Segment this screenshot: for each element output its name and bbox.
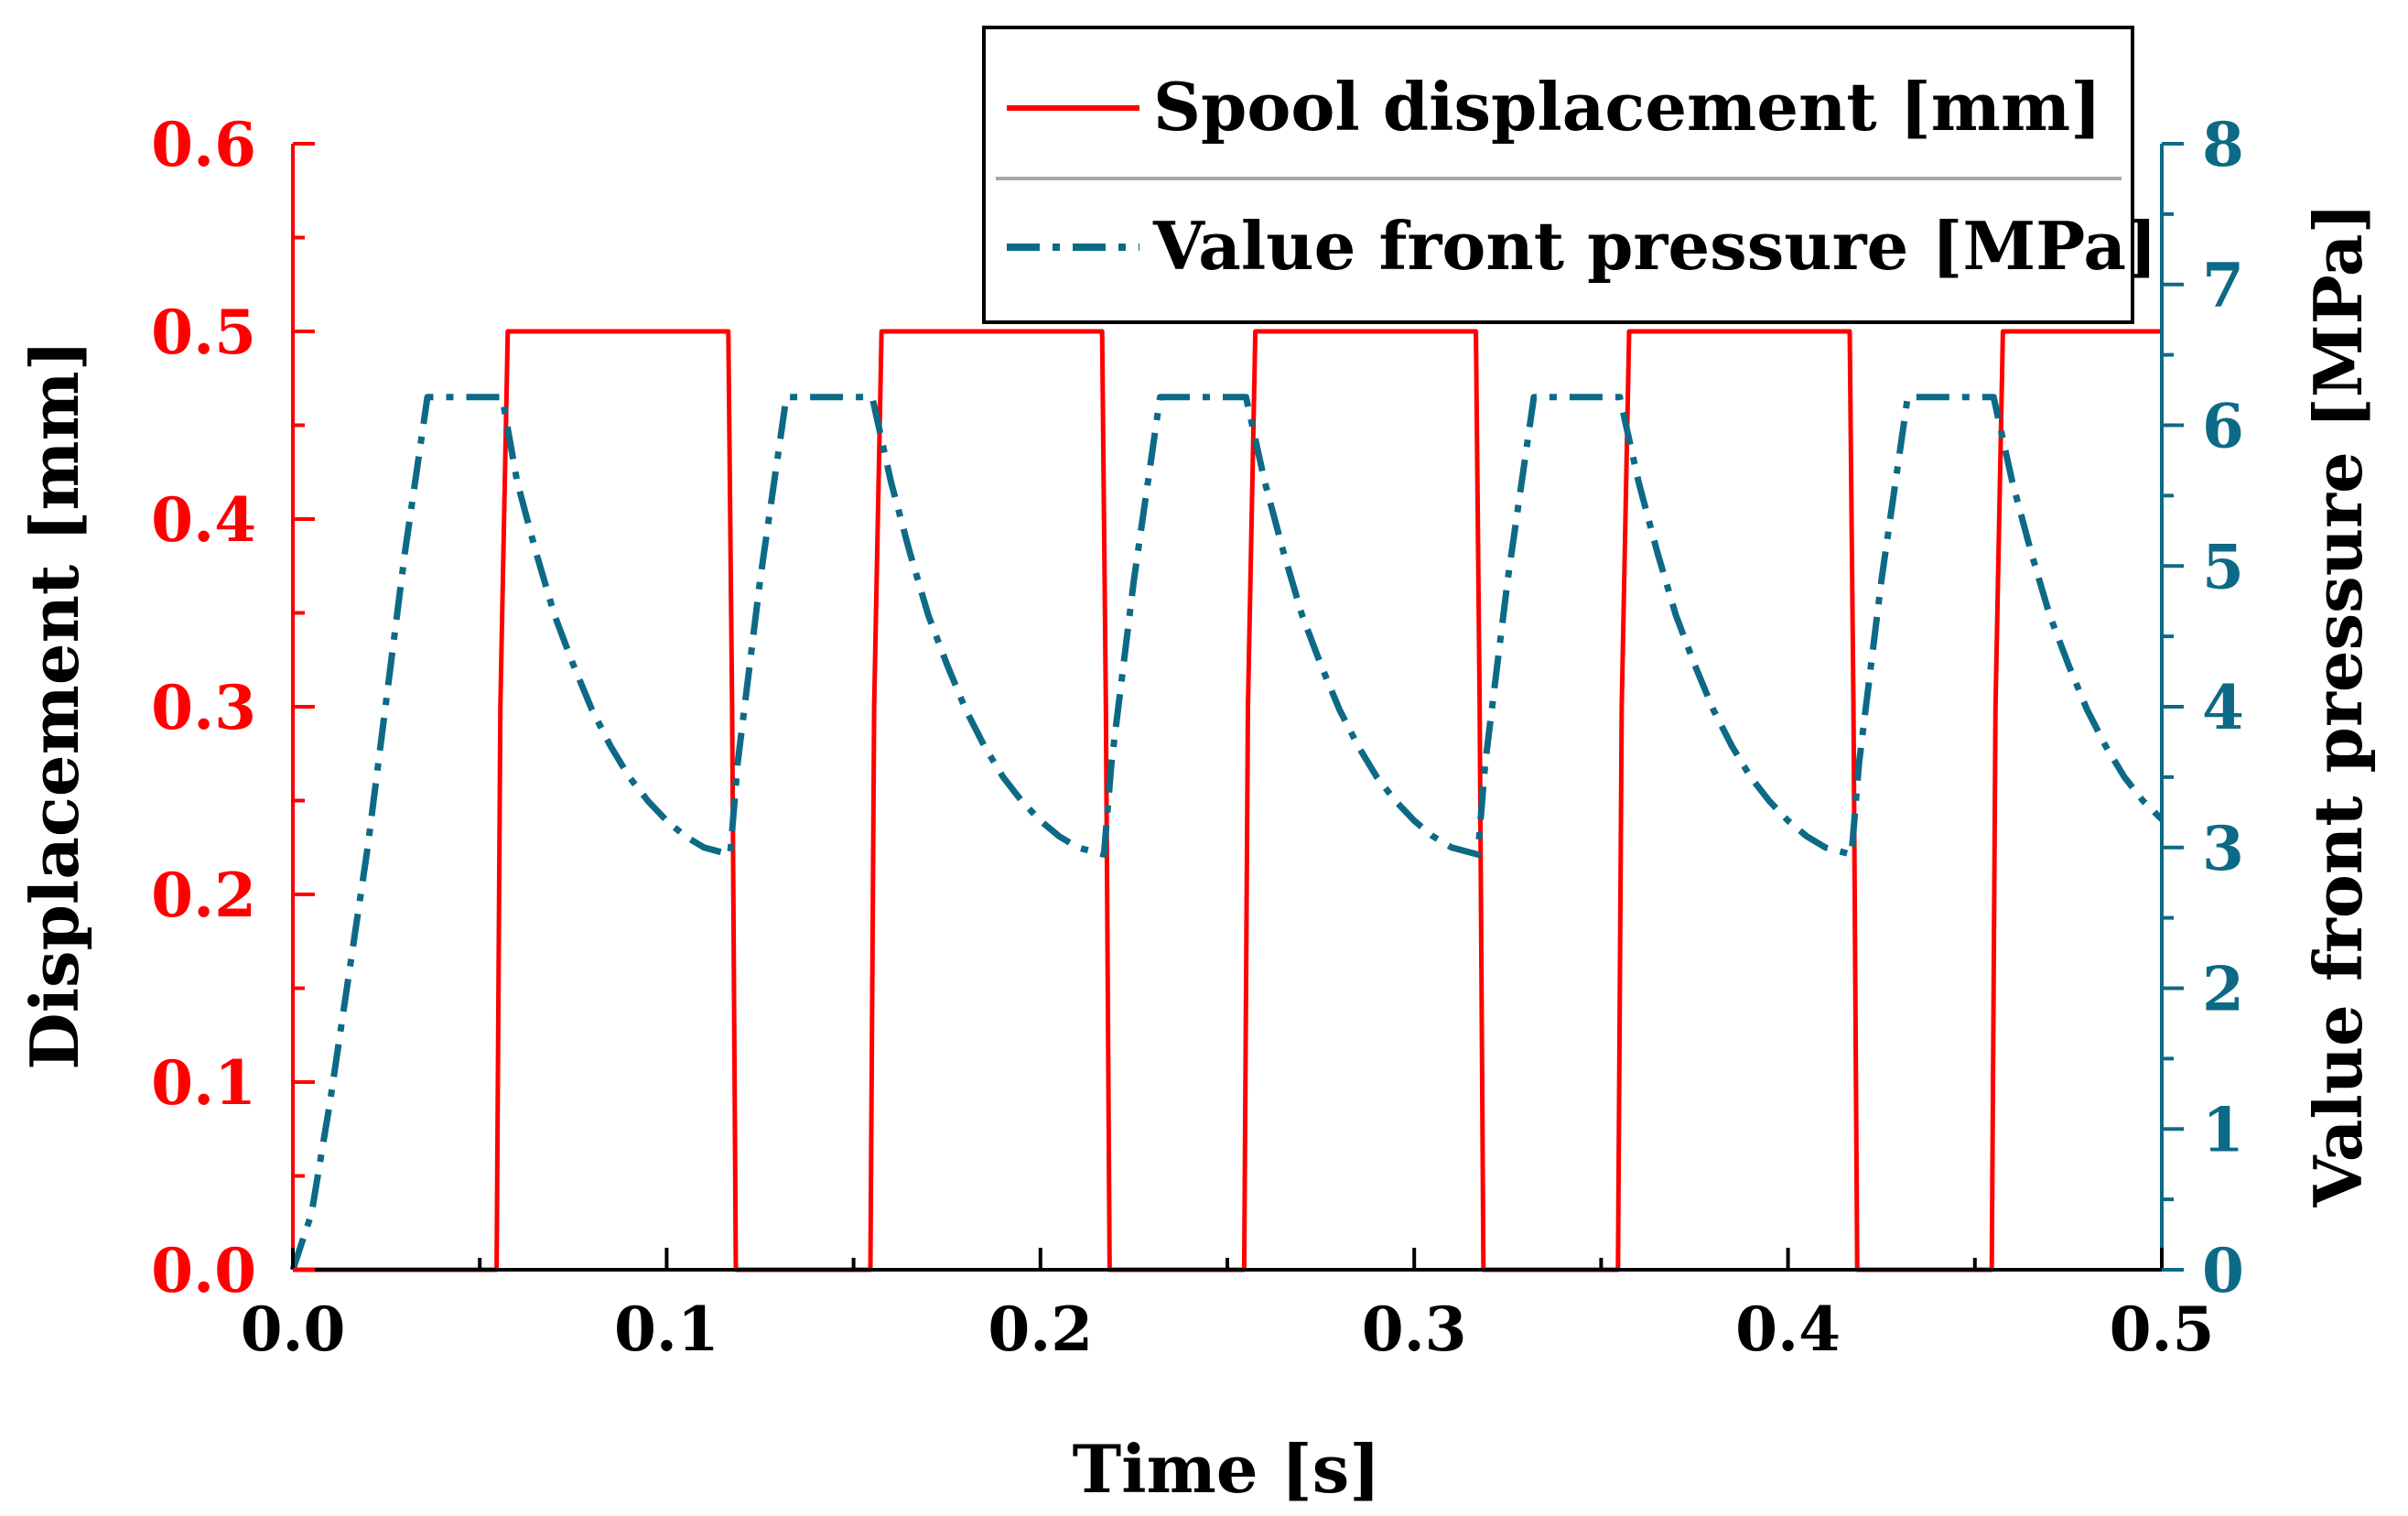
y-left-tick-label: 0.6	[151, 109, 256, 180]
x-tick-label: 0.5	[2110, 1294, 2215, 1365]
series-layer	[289, 329, 2165, 1272]
x-axis-title: Time [s]	[1073, 1430, 1381, 1508]
y-left-tick-label: 0.5	[151, 297, 256, 368]
y-right-tick-label: 1	[2202, 1094, 2244, 1165]
legend-label-displacement: Spool displacement [mm]	[1153, 68, 2101, 146]
y-left-tick-label: 0.1	[151, 1047, 256, 1119]
displacement-series-line	[293, 329, 2162, 1272]
axes-layer: 0.0 0.1 0.2 0.3 0.4 0.5 0.0 0.1 0.2 0.3 0.4 0.5 0.6 0…	[151, 109, 2244, 1365]
y-right-tick-label: 4	[2202, 672, 2244, 743]
y-right-tick-label: 5	[2202, 531, 2244, 602]
y-left-tick-label: 0.0	[151, 1235, 256, 1306]
legend: Spool displacement [mm] Value front pres…	[982, 26, 2157, 324]
legend-label-pressure: Value front pressure [MPa]	[1152, 207, 2157, 285]
y-right-tick-label: 7	[2202, 250, 2244, 321]
y-right-tick-label: 0	[2202, 1235, 2244, 1306]
y-left-axis-title: Displacement [mm]	[16, 340, 93, 1069]
x-tick-label: 0.3	[1362, 1294, 1467, 1365]
y-right-tick-label: 2	[2202, 954, 2244, 1025]
x-tick-label: 0.2	[988, 1294, 1093, 1365]
x-tick-label: 0.1	[614, 1294, 719, 1365]
x-tick-label: 0.0	[241, 1294, 346, 1365]
pressure-series-line	[289, 394, 2165, 1272]
legend-box	[982, 26, 2134, 324]
y-left-tick-label: 0.4	[151, 484, 256, 556]
y-left-tick-label: 0.3	[151, 672, 256, 743]
y-right-tick-label: 6	[2202, 391, 2244, 462]
x-tick-label: 0.4	[1735, 1294, 1841, 1365]
y-left-tick-label: 0.2	[151, 860, 256, 931]
y-right-tick-label: 3	[2202, 813, 2244, 884]
y-right-axis-title: Value front pressure [MPa]	[2299, 202, 2377, 1207]
y-right-tick-label: 8	[2202, 109, 2244, 180]
